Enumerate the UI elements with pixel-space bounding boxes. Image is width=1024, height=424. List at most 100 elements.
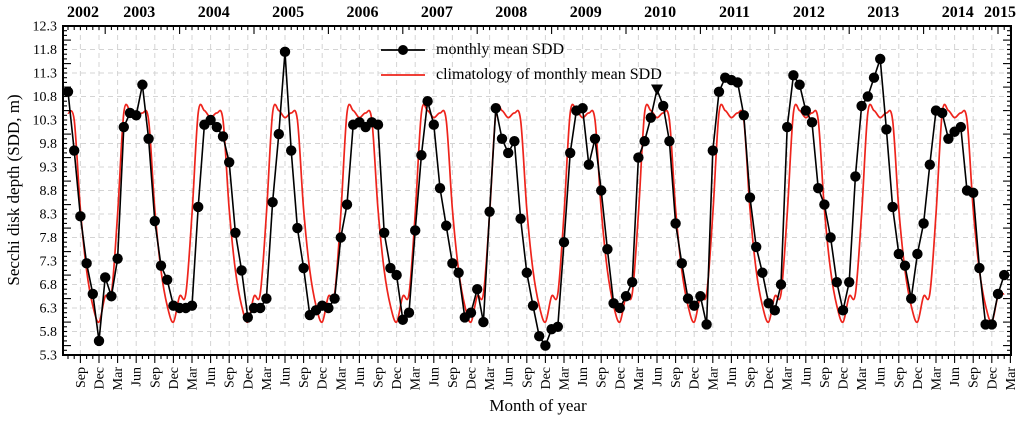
- svg-text:Dec: Dec: [93, 367, 108, 390]
- data-point-marker: [372, 119, 384, 130]
- data-point-marker: [453, 267, 464, 278]
- svg-text:2008: 2008: [495, 4, 527, 21]
- svg-text:Dec: Dec: [167, 367, 182, 390]
- svg-text:Jun: Jun: [204, 367, 219, 386]
- data-point-marker: [211, 121, 222, 133]
- data-point-marker: [763, 298, 774, 309]
- svg-text:9.8: 9.8: [40, 137, 58, 152]
- svg-text:2015: 2015: [984, 4, 1016, 21]
- data-point-marker: [565, 147, 576, 159]
- svg-text:Sep: Sep: [892, 367, 907, 388]
- data-point-marker: [831, 276, 842, 288]
- svg-text:Dec: Dec: [539, 367, 554, 390]
- data-point-marker: [224, 157, 235, 168]
- svg-text:Sep: Sep: [520, 367, 535, 388]
- data-point-marker: [974, 262, 985, 274]
- legend-row-climatology: climatology of monthly mean SDD: [380, 63, 662, 86]
- svg-text:Dec: Dec: [837, 367, 852, 390]
- y-axis-title: Secchi disk depth (SDD, m): [4, 94, 23, 286]
- data-point-marker: [217, 131, 229, 142]
- svg-text:Mar: Mar: [483, 367, 498, 391]
- x-month-labels: Sep Dec Mar Jun Sep Dec Mar Jun Sep Dec Mar Jun Sep D…: [74, 367, 1019, 391]
- data-point-marker: [447, 258, 458, 269]
- svg-text:8.8: 8.8: [40, 184, 58, 199]
- svg-text:2006: 2006: [347, 4, 379, 21]
- data-point-marker: [788, 70, 799, 81]
- svg-text:10.8: 10.8: [33, 90, 58, 105]
- svg-text:9.3: 9.3: [40, 161, 58, 176]
- data-point-marker: [701, 319, 712, 330]
- data-point-marker: [236, 265, 247, 276]
- data-point-marker: [137, 79, 148, 90]
- svg-text:11.8: 11.8: [33, 43, 57, 58]
- data-point-marker: [856, 100, 867, 112]
- data-point-marker: [465, 307, 477, 318]
- svg-text:2004: 2004: [198, 4, 230, 21]
- svg-text:11.3: 11.3: [33, 67, 57, 82]
- data-point-marker: [918, 218, 929, 229]
- data-point-marker: [323, 302, 334, 314]
- svg-text:Sep: Sep: [372, 367, 387, 388]
- svg-text:7.3: 7.3: [40, 255, 58, 270]
- data-point-marker: [261, 293, 272, 304]
- data-point-marker: [131, 110, 142, 121]
- svg-text:Dec: Dec: [985, 367, 1000, 390]
- svg-text:10.3: 10.3: [33, 114, 58, 129]
- data-point-marker: [341, 199, 353, 210]
- data-point-marker: [422, 96, 433, 107]
- data-point-marker: [230, 227, 241, 238]
- data-point-marker: [813, 182, 824, 194]
- data-point-marker: [707, 145, 718, 156]
- svg-text:2014: 2014: [942, 4, 974, 21]
- data-point-marker: [589, 133, 601, 144]
- data-point-marker: [149, 215, 160, 227]
- data-point-marker: [577, 103, 588, 114]
- data-point-marker: [434, 182, 446, 194]
- data-point-marker: [69, 145, 80, 156]
- svg-text:Dec: Dec: [390, 367, 405, 390]
- svg-text:2002: 2002: [67, 4, 99, 21]
- data-point-marker: [273, 128, 284, 140]
- data-point-marker: [286, 145, 297, 156]
- data-point-marker: [87, 288, 99, 300]
- data-point-marker: [496, 133, 508, 144]
- data-point-marker: [596, 185, 607, 196]
- data-point-marker: [862, 91, 873, 102]
- y-tick-labels: 5.3 5.8 6.3 6.8 7.3 7.8 8.3 8.8 9.3 9.8 10.3 10.8 11…: [33, 20, 58, 364]
- data-point-marker: [986, 319, 997, 330]
- svg-text:Mar: Mar: [334, 367, 349, 391]
- svg-text:Jun: Jun: [576, 367, 591, 386]
- svg-text:2009: 2009: [570, 4, 602, 21]
- data-point-marker: [844, 276, 855, 288]
- data-point-marker: [329, 293, 340, 304]
- data-point-marker: [484, 206, 495, 217]
- data-point-marker: [118, 121, 129, 133]
- data-point-marker: [744, 192, 756, 203]
- data-point-marker: [478, 316, 489, 328]
- data-point-marker: [335, 232, 346, 243]
- svg-text:Dec: Dec: [762, 367, 777, 390]
- svg-text:2010: 2010: [644, 4, 676, 21]
- data-point-marker: [552, 321, 563, 332]
- svg-text:2005: 2005: [272, 4, 304, 21]
- data-point-marker: [992, 288, 1004, 300]
- data-point-marker: [602, 244, 613, 255]
- svg-text:Jun: Jun: [427, 367, 442, 386]
- legend-label-climatology: climatology of monthly mean SDD: [436, 65, 662, 83]
- svg-text:2012: 2012: [793, 4, 825, 21]
- svg-text:Jun: Jun: [353, 367, 368, 386]
- data-point-marker: [713, 86, 725, 98]
- data-point-marker: [906, 293, 917, 304]
- data-point-marker: [242, 312, 253, 323]
- data-point-marker: [391, 269, 402, 281]
- data-point-marker: [540, 340, 551, 351]
- svg-text:Mar: Mar: [632, 367, 647, 391]
- data-point-marker: [255, 302, 266, 314]
- data-point-marker: [769, 305, 780, 316]
- svg-text:Mar: Mar: [781, 367, 796, 391]
- data-point-marker: [106, 291, 117, 302]
- svg-text:Dec: Dec: [911, 367, 926, 390]
- data-point-marker: [633, 152, 644, 163]
- svg-text:2003: 2003: [123, 4, 155, 21]
- svg-text:6.3: 6.3: [40, 302, 58, 317]
